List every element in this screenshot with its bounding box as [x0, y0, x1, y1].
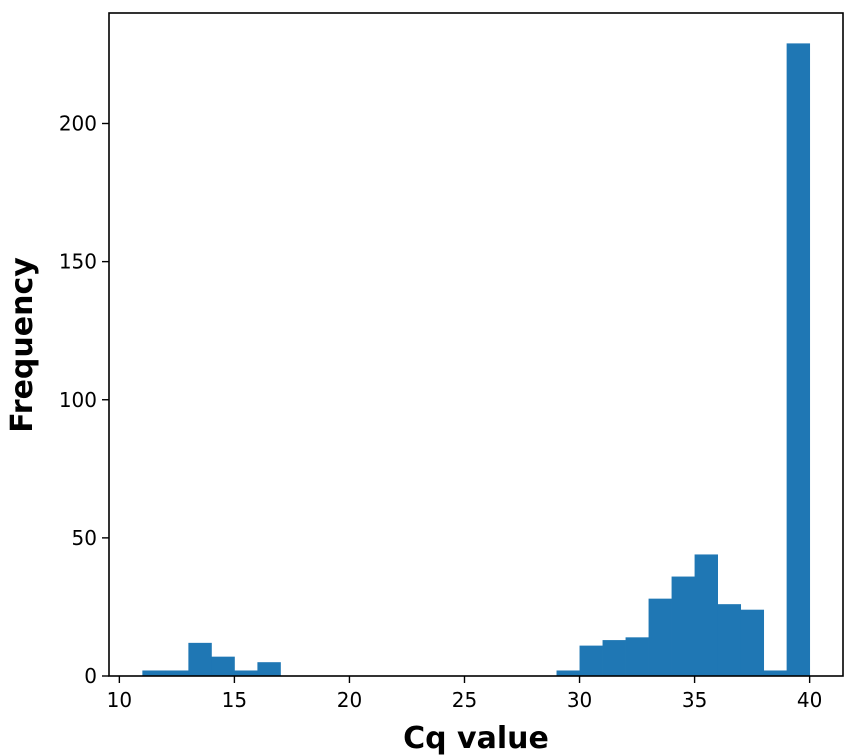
x-tick-label: 30: [567, 688, 592, 712]
histogram-bar: [625, 637, 649, 676]
y-axis-title: Frequency: [5, 257, 40, 433]
histogram-bar: [257, 662, 281, 676]
histogram-bar: [602, 640, 626, 676]
histogram-bar: [694, 554, 718, 676]
histogram-bar: [234, 670, 258, 676]
histogram-bar: [211, 656, 235, 676]
plot-area-frame: [108, 12, 844, 677]
histogram-bar: [579, 645, 603, 676]
y-tick-label: 100: [59, 388, 97, 412]
x-tick-label: 35: [682, 688, 707, 712]
x-tick-label: 20: [337, 688, 362, 712]
y-tick-label: 0: [84, 664, 97, 688]
x-axis-title: Cq value: [403, 721, 549, 756]
histogram-bar: [717, 604, 742, 676]
x-axis-ticks: 10 15 20 25 30 35 40: [107, 676, 822, 712]
histogram-bar: [740, 609, 765, 676]
histogram-bar: [165, 670, 189, 676]
histogram-bar: [763, 670, 788, 676]
y-tick-label: 50: [72, 526, 97, 550]
x-tick-label: 15: [222, 688, 247, 712]
histogram-bar: [786, 43, 811, 676]
histogram-bar: [671, 576, 695, 676]
x-tick-label: 25: [452, 688, 477, 712]
y-tick-label: 200: [59, 112, 97, 136]
x-tick-label: 10: [107, 688, 132, 712]
y-tick-label: 150: [59, 250, 97, 274]
histogram-bar: [556, 670, 580, 676]
histogram-bar: [648, 598, 672, 676]
x-tick-label: 40: [797, 688, 822, 712]
histogram-bar: [142, 670, 166, 676]
y-axis-ticks: 0 50 100 150 200: [59, 112, 109, 688]
histogram-bars: [142, 43, 811, 676]
histogram-bar: [188, 642, 212, 676]
